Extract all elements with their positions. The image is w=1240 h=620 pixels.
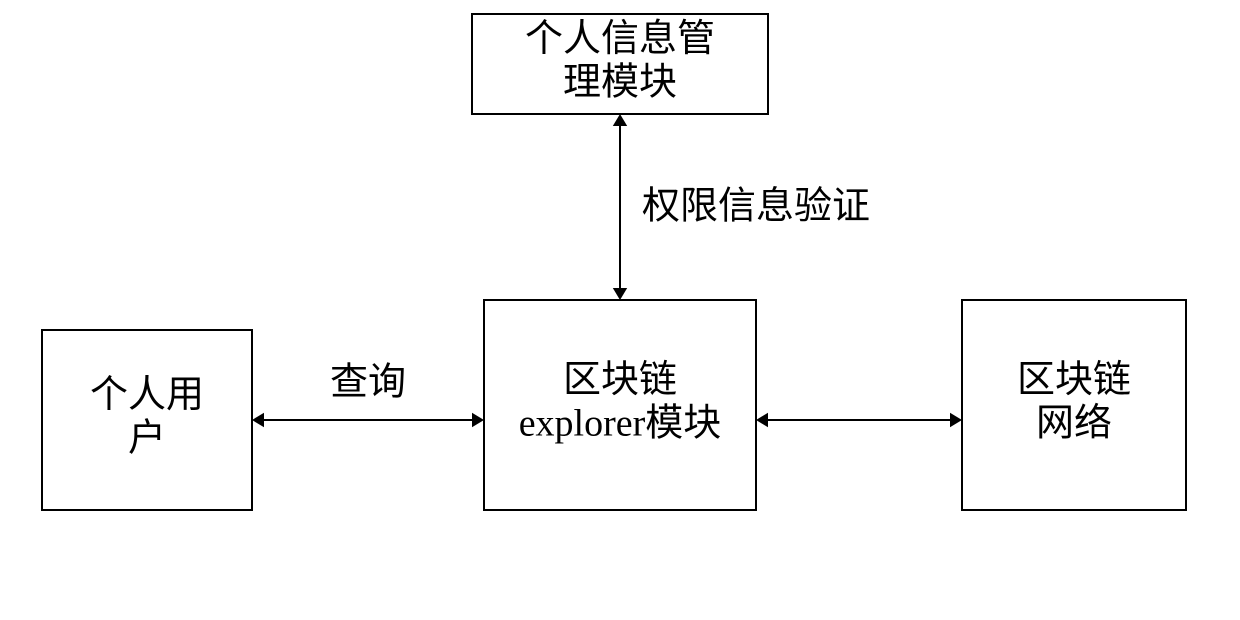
edge-edge-top-label: 权限信息验证	[642, 186, 870, 228]
node-blockchain-network-line0: 区块链	[1017, 359, 1131, 401]
node-personal-info-mgmt: 个人信息管理模块	[472, 14, 768, 114]
edge-edge-left-label: 查询	[330, 362, 406, 404]
node-personal-user-line1: 户	[128, 418, 166, 460]
node-blockchain-explorer-line0: 区块链	[563, 359, 677, 401]
node-blockchain-explorer-line1: explorer模块	[519, 403, 722, 445]
edge-edge-top: 权限信息验证	[620, 126, 870, 288]
edge-edge-left: 查询	[264, 362, 472, 420]
diagram-canvas: 个人信息管理模块个人用户区块链explorer模块区块链网络权限信息验证查询	[0, 0, 1240, 620]
node-personal-user-line0: 个人用	[90, 374, 204, 416]
node-personal-info-mgmt-line0: 个人信息管	[525, 18, 715, 60]
node-blockchain-network: 区块链网络	[962, 300, 1186, 510]
node-blockchain-explorer: 区块链explorer模块	[484, 300, 756, 510]
node-personal-user: 个人用户	[42, 330, 252, 510]
node-personal-info-mgmt-line1: 理模块	[563, 62, 677, 104]
node-blockchain-network-line1: 网络	[1036, 403, 1112, 445]
